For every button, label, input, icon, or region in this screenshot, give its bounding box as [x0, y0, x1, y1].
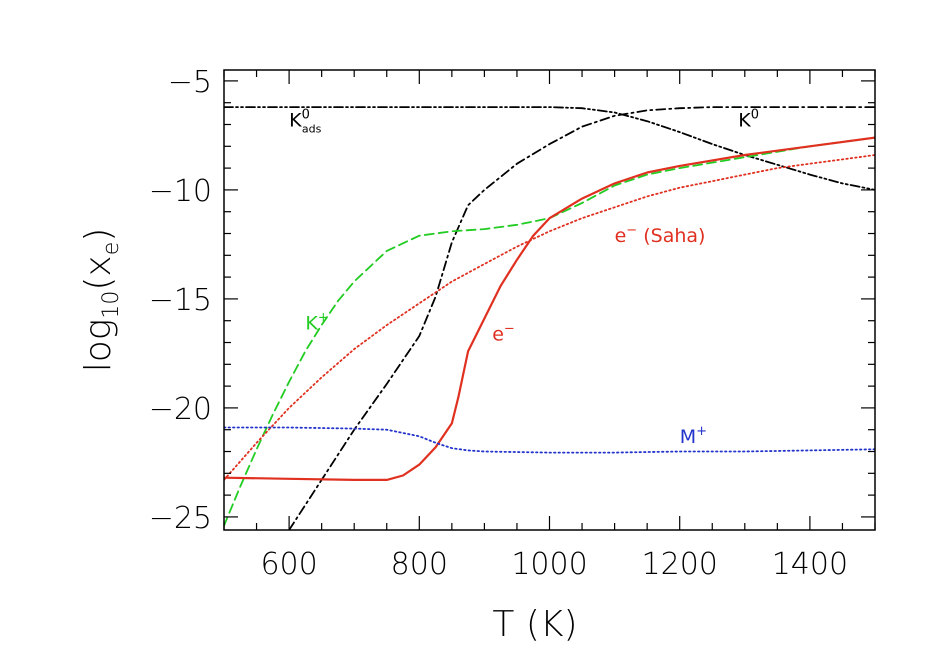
label-k0ads: K0 ads	[289, 108, 321, 136]
x-tick-label: 600	[260, 547, 317, 582]
series-line-1	[288, 106, 875, 530]
y-axis-title-open: (	[78, 277, 119, 291]
series-line-3	[224, 154, 875, 481]
x-tick-label: 1000	[511, 547, 587, 582]
y-axis-title-sub: 10	[99, 291, 124, 319]
x-tick-label: 1200	[642, 547, 718, 582]
series-line-2	[224, 136, 875, 527]
label-k0: K0	[738, 108, 759, 132]
x-tick-label: 800	[391, 547, 448, 582]
label-mplus: M+	[680, 424, 707, 448]
y-tick-label: −25	[149, 501, 212, 536]
series-layer	[224, 106, 875, 530]
ticks-layer: 600 800 1000 1200 1400 −5 −10 −15 −20 −25	[149, 65, 876, 582]
y-tick-label: −15	[149, 283, 212, 318]
series-line-5	[224, 426, 875, 454]
label-esaha: e− (Saha)	[615, 223, 706, 247]
y-axis-title: log10(xe)	[78, 228, 124, 373]
y-tick-label: −10	[149, 174, 212, 209]
label-eminus: e−	[492, 321, 515, 345]
x-axis-title: T (K)	[492, 604, 577, 645]
y-axis-title-arg: x	[78, 255, 119, 276]
plot-frame	[223, 69, 876, 531]
series-line-0	[224, 106, 875, 191]
label-kplus: K+	[305, 310, 328, 334]
y-axis-title-arg-sub: e	[99, 242, 124, 256]
annotation-layer: K0 ads K0 K+ e− e− (Saha) M+	[289, 108, 759, 448]
y-axis-title-close: )	[78, 228, 119, 242]
y-tick-label: −5	[168, 65, 212, 100]
series-line-4	[224, 136, 875, 481]
y-axis-title-base: log	[78, 319, 119, 373]
x-tick-label: 1400	[772, 547, 848, 582]
y-tick-label: −20	[149, 392, 212, 427]
